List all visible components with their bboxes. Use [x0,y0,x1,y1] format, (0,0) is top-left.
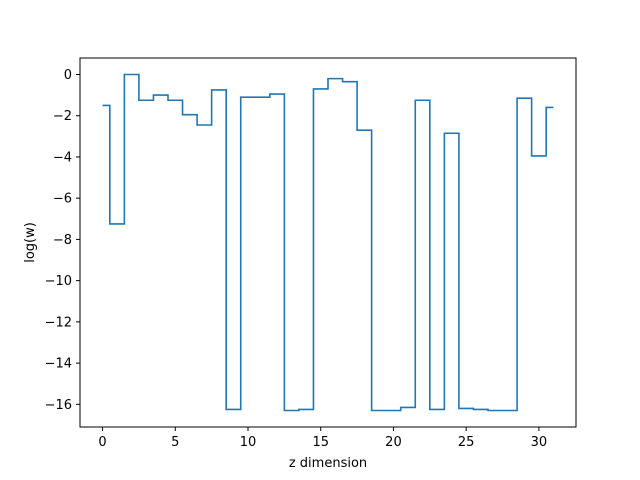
y-tick-label: −12 [45,315,72,330]
x-tick-label: 20 [385,435,402,450]
series-line-0 [102,73,554,412]
y-axis-label: log(w) [23,222,38,263]
y-tick-label: −2 [53,109,72,124]
y-tick-label: −14 [45,357,72,372]
y-tick-label: −8 [53,233,72,248]
x-tick-label: 10 [240,435,257,450]
x-tick-label: 15 [312,435,329,450]
x-tick-label: 5 [171,435,179,450]
y-tick-label: 0 [64,68,72,83]
y-tick-label: −6 [53,192,72,207]
y-tick-label: −4 [53,150,72,165]
y-tick-label: −10 [45,274,72,289]
x-axis-label: z dimension [289,456,367,471]
plot-frame [79,57,577,428]
x-tick-label: 30 [531,435,548,450]
x-tick-label: 25 [458,435,475,450]
y-tick-label: −16 [45,398,72,413]
y-axis: 0 −2 −4 −6 −8 −10 −12 −14 −16 [45,68,80,413]
x-axis: 0 5 10 15 20 25 30 [98,427,547,450]
x-tick-label: 0 [98,435,106,450]
